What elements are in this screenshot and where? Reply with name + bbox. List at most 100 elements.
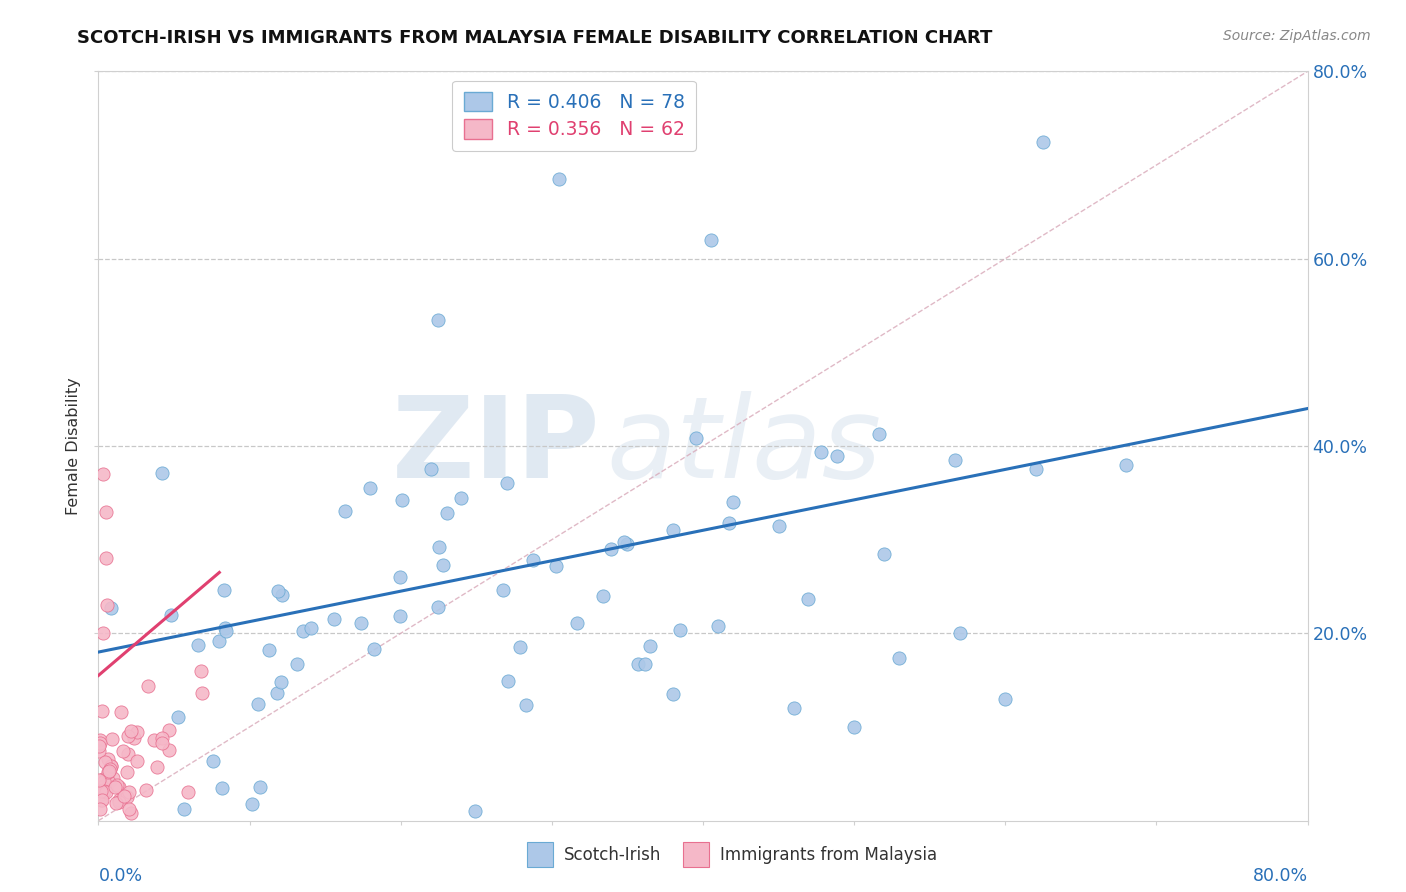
Point [122,731,145,745]
Point [87,739,110,754]
Point [142,732,165,747]
Point [111,744,134,758]
Point [117,747,139,761]
Point [118,785,141,799]
Point [285,657,308,671]
Point [661,524,683,538]
Point [515,698,537,713]
Point [120,805,142,820]
Point [91,772,114,787]
Point [427,312,450,326]
Point [349,615,371,630]
Point [107,778,129,792]
Text: 80.0%: 80.0% [1253,867,1308,885]
Point [159,607,181,622]
Point [157,723,180,737]
Point [718,516,741,530]
Point [420,462,443,476]
Point [89,733,111,747]
Point [723,495,745,509]
Point [90,793,112,807]
Point [91,793,114,807]
Point [87,773,110,788]
Point [240,797,263,811]
Point [429,540,451,554]
Point [87,744,110,758]
Point [267,584,290,599]
Point [707,618,730,632]
Point [100,600,122,615]
Point [150,466,173,480]
Point [173,802,195,816]
Point [391,492,413,507]
Point [146,760,169,774]
Text: Source: ZipAtlas.com: Source: ZipAtlas.com [1223,29,1371,44]
Point [136,679,159,693]
Point [592,589,614,603]
Point [943,453,966,467]
Text: 0.0%: 0.0% [98,867,142,885]
Point [89,802,111,816]
Point [120,723,142,738]
Point [333,503,356,517]
Point [150,736,173,750]
Point [889,651,911,665]
Text: atlas: atlas [606,391,882,501]
Point [634,657,657,671]
Point [810,445,832,459]
Point [108,793,131,807]
Point [613,535,636,549]
Point [100,759,122,773]
Point [97,765,120,780]
Point [93,755,115,769]
Point [322,612,344,626]
Point [91,704,114,718]
Point [661,687,683,701]
Text: ZIP: ZIP [392,391,600,501]
Point [89,736,111,750]
Point [108,795,131,809]
Point [177,785,200,799]
Point [93,773,115,788]
Point [94,785,117,799]
Point [97,774,120,789]
Point [292,624,315,639]
Point [599,542,621,557]
Point [117,729,139,743]
Point [90,784,112,798]
Point [363,641,385,656]
Point [125,725,148,739]
Point [495,476,517,491]
Point [247,698,270,712]
Point [96,752,118,766]
Point [112,789,135,803]
Point [93,783,115,797]
Point [105,797,128,811]
Point [949,626,972,640]
Point [96,599,118,613]
Point [509,640,531,654]
Point [101,731,124,746]
Point [388,570,411,584]
Point [108,780,131,795]
Point [436,506,458,520]
Point [640,639,662,653]
Point [873,547,896,561]
Point [115,764,138,779]
Point [101,772,124,786]
Point [249,780,271,795]
Point [110,706,132,720]
Point [783,701,806,715]
Y-axis label: Female Disability: Female Disability [66,377,82,515]
Point [202,754,225,768]
Point [157,742,180,756]
Point [191,685,214,699]
Point [91,467,114,482]
Point [360,481,382,495]
Point [496,673,519,688]
Legend: R = 0.406   N = 78, R = 0.356   N = 62: R = 0.406 N = 78, R = 0.356 N = 62 [453,81,696,151]
Point [207,634,229,648]
Bar [683,842,709,867]
Point [127,754,149,768]
Point [1032,135,1054,149]
